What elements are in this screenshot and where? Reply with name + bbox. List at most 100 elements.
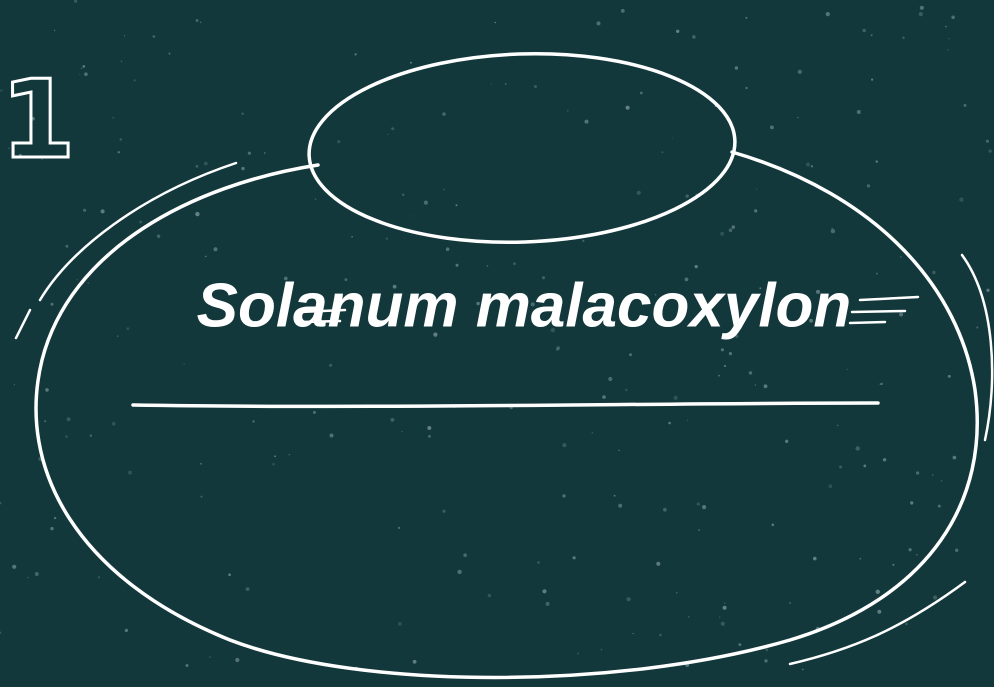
speck <box>877 610 881 614</box>
speck <box>101 209 105 213</box>
speck <box>573 556 576 559</box>
speck <box>127 327 130 330</box>
speck <box>128 471 132 475</box>
speck <box>534 85 537 88</box>
speck <box>398 527 400 529</box>
speck <box>79 74 80 75</box>
speck <box>976 327 978 329</box>
speck <box>35 572 39 576</box>
speck <box>637 191 641 195</box>
speck <box>863 465 866 468</box>
speck <box>749 371 752 374</box>
speck <box>329 364 332 367</box>
speck <box>798 70 802 74</box>
speck <box>428 435 431 438</box>
speck <box>274 455 276 457</box>
speck <box>200 496 202 498</box>
speck <box>618 504 622 508</box>
speck <box>676 30 679 33</box>
speck <box>487 265 489 267</box>
speck <box>668 422 671 425</box>
speck <box>90 435 92 437</box>
speck <box>688 616 690 618</box>
speck <box>785 440 788 443</box>
speck <box>289 454 290 455</box>
speck <box>919 12 923 16</box>
speck <box>608 377 612 381</box>
speck <box>443 189 445 191</box>
speck <box>663 508 667 512</box>
speck <box>721 622 725 626</box>
speck <box>602 395 606 399</box>
speck <box>880 383 882 385</box>
speck <box>695 265 698 268</box>
slide-title: Solanum malacoxylon <box>197 271 852 340</box>
speck <box>905 623 907 625</box>
speck <box>806 163 810 167</box>
speck <box>770 126 774 130</box>
speck <box>718 375 720 377</box>
speck <box>456 264 459 267</box>
speck <box>45 388 49 392</box>
speck <box>765 648 768 651</box>
speck <box>989 150 992 153</box>
speck <box>121 61 122 62</box>
speck <box>720 232 724 236</box>
speck <box>938 505 941 508</box>
speck <box>859 558 861 560</box>
speck <box>986 289 989 292</box>
speck <box>264 152 266 154</box>
speck <box>909 548 912 551</box>
speck <box>491 83 492 84</box>
speck <box>125 629 128 632</box>
speck <box>933 595 937 599</box>
speck <box>876 590 880 594</box>
speck <box>195 212 199 216</box>
speck <box>556 346 560 350</box>
speck <box>831 229 835 233</box>
speck <box>84 72 88 76</box>
speck <box>67 417 71 421</box>
speck <box>186 664 189 667</box>
speck <box>205 256 207 258</box>
speck <box>764 659 767 662</box>
speck <box>618 450 619 451</box>
speck <box>200 22 202 24</box>
speck <box>629 353 632 356</box>
speck <box>621 9 625 13</box>
speck <box>542 589 546 593</box>
speck <box>200 463 202 465</box>
slide-page: 1 Solanum malacoxylon (() => { const dat… <box>0 0 994 687</box>
speck <box>183 363 185 365</box>
speck <box>674 396 678 400</box>
speck <box>124 35 125 36</box>
slide-number: 1 <box>0 58 75 183</box>
speck <box>941 480 943 482</box>
speck <box>672 137 673 138</box>
speck <box>862 29 866 33</box>
speck <box>488 594 491 597</box>
speck <box>442 510 445 513</box>
speck <box>337 140 340 143</box>
speck <box>196 165 199 168</box>
speck <box>876 273 878 275</box>
speck <box>735 66 738 69</box>
speck <box>614 495 616 497</box>
speck <box>204 162 208 166</box>
speck <box>77 279 79 281</box>
speck <box>54 30 55 31</box>
speck <box>724 365 726 367</box>
speck <box>920 6 924 10</box>
speck <box>916 471 919 474</box>
speck <box>729 352 732 355</box>
speck <box>948 375 951 378</box>
speck <box>120 138 123 141</box>
speck <box>839 466 842 469</box>
speck <box>241 167 244 170</box>
speck <box>463 553 467 557</box>
speck <box>813 557 817 561</box>
speck <box>932 271 935 274</box>
speck <box>537 561 540 564</box>
speck <box>871 79 873 81</box>
speck <box>83 209 86 212</box>
